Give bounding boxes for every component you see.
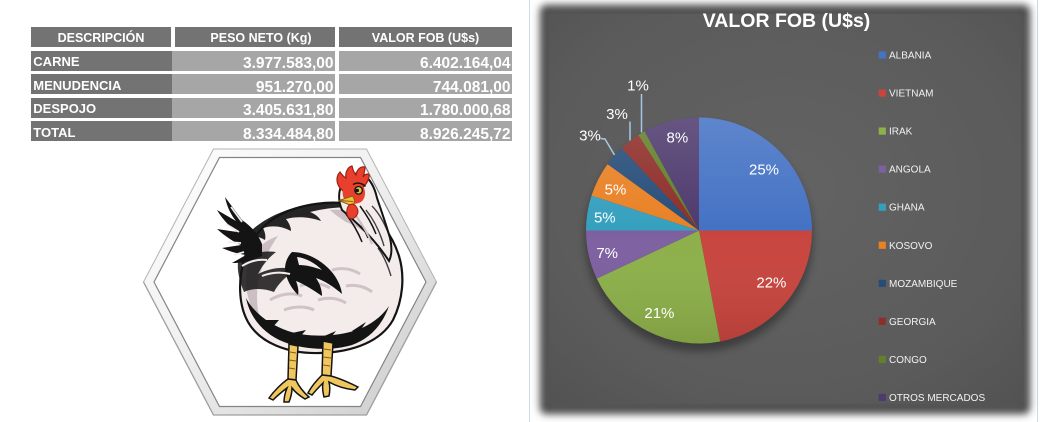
svg-text:21%: 21% — [644, 305, 674, 322]
svg-text:VALOR FOB (U$s): VALOR FOB (U$s) — [703, 10, 871, 32]
svg-text:ALBANIA: ALBANIA — [889, 51, 932, 62]
svg-text:22%: 22% — [756, 274, 786, 291]
svg-text:GHANA: GHANA — [889, 203, 925, 214]
svg-text:KOSOVO: KOSOVO — [889, 241, 933, 252]
svg-text:7%: 7% — [596, 245, 618, 262]
svg-text:GEORGIA: GEORGIA — [889, 317, 936, 328]
svg-text:IRAK: IRAK — [889, 127, 913, 138]
svg-text:3%: 3% — [606, 106, 628, 123]
svg-text:OTROS MERCADOS: OTROS MERCADOS — [889, 393, 985, 404]
svg-text:25%: 25% — [749, 162, 779, 179]
svg-text:8%: 8% — [667, 129, 689, 146]
svg-text:5%: 5% — [605, 181, 627, 198]
svg-text:CONGO: CONGO — [889, 355, 927, 366]
svg-text:1%: 1% — [627, 78, 649, 95]
svg-text:3%: 3% — [579, 128, 601, 145]
svg-text:MOZAMBIQUE: MOZAMBIQUE — [889, 279, 958, 290]
svg-text:5%: 5% — [594, 210, 616, 227]
svg-text:VIETNAM: VIETNAM — [889, 89, 933, 100]
svg-text:ANGOLA: ANGOLA — [889, 165, 931, 176]
